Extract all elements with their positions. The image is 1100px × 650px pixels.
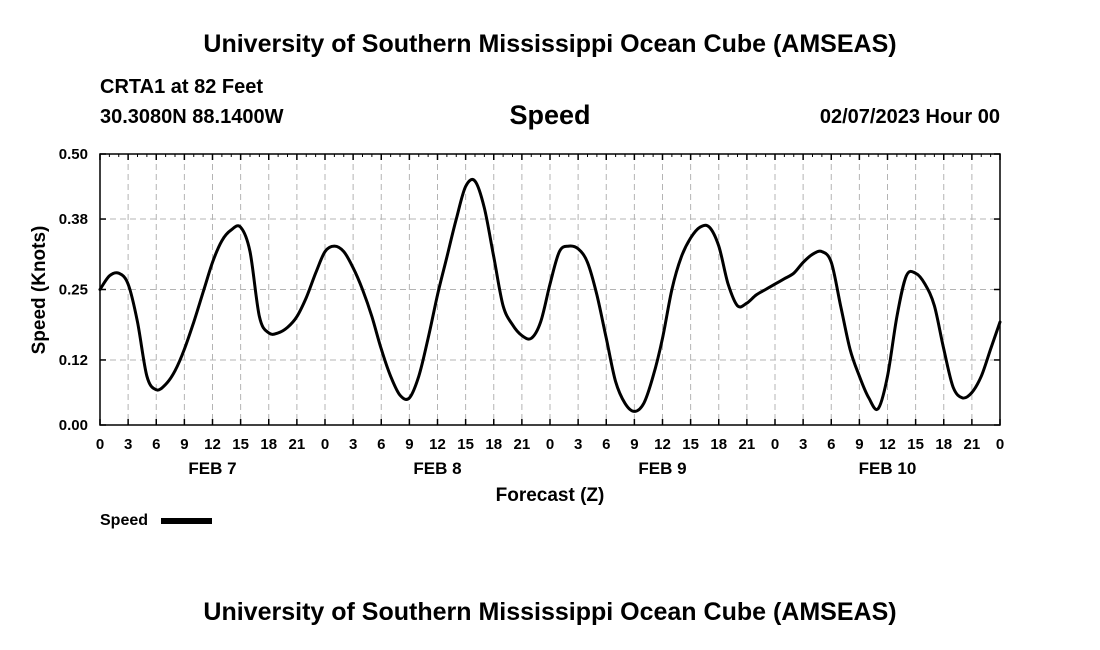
x-tick-label: 3 bbox=[349, 436, 357, 453]
x-tick-label: 0 bbox=[771, 436, 779, 453]
x-tick-label: 15 bbox=[907, 436, 924, 453]
x-tick-label: 6 bbox=[602, 436, 610, 453]
y-tick-label: 0.12 bbox=[59, 352, 88, 369]
x-tick-label: 3 bbox=[799, 436, 807, 453]
x-tick-label: 12 bbox=[204, 436, 221, 453]
x-tick-label: 18 bbox=[710, 436, 727, 453]
y-tick-label: 0.25 bbox=[59, 282, 88, 299]
x-tick-label: 18 bbox=[485, 436, 502, 453]
x-tick-label: 0 bbox=[996, 436, 1004, 453]
x-tick-label: 15 bbox=[232, 436, 249, 453]
x-tick-label: 21 bbox=[739, 436, 756, 453]
footer-title: University of Southern Mississippi Ocean… bbox=[203, 598, 897, 626]
x-tick-label: 15 bbox=[457, 436, 474, 453]
x-tick-label: 21 bbox=[964, 436, 981, 453]
speed-series-line bbox=[98, 178, 1002, 413]
y-tick-label: 0.50 bbox=[59, 146, 88, 163]
x-tick-label: 0 bbox=[546, 436, 554, 453]
x-tick-label: 15 bbox=[682, 436, 699, 453]
x-axis-label: Forecast (Z) bbox=[496, 485, 605, 506]
plot-title: Speed bbox=[509, 100, 591, 130]
x-tick-label: 12 bbox=[654, 436, 671, 453]
legend-label: Speed bbox=[100, 512, 148, 529]
x-tick-label: 21 bbox=[289, 436, 306, 453]
day-label: FEB 8 bbox=[413, 459, 461, 478]
x-tick-label: 6 bbox=[152, 436, 160, 453]
x-tick-label: 21 bbox=[514, 436, 531, 453]
x-tick-label: 3 bbox=[574, 436, 582, 453]
legend: Speed bbox=[100, 512, 212, 529]
day-label: FEB 10 bbox=[859, 459, 917, 478]
x-tick-label: 9 bbox=[630, 436, 638, 453]
x-tick-label: 6 bbox=[377, 436, 385, 453]
y-tick-label: 0.00 bbox=[59, 417, 88, 434]
y-tick-label: 0.38 bbox=[59, 211, 88, 228]
x-tick-label: 0 bbox=[96, 436, 104, 453]
x-tick-label: 3 bbox=[124, 436, 132, 453]
x-tick-label: 9 bbox=[405, 436, 413, 453]
station-coordinates: 30.3080N 88.1400W bbox=[100, 106, 284, 128]
page-title: University of Southern Mississippi Ocean… bbox=[203, 30, 897, 58]
x-tick-label: 9 bbox=[180, 436, 188, 453]
x-tick-label: 12 bbox=[429, 436, 446, 453]
day-label: FEB 7 bbox=[188, 459, 236, 478]
x-tick-label: 18 bbox=[260, 436, 277, 453]
station-label: CRTA1 at 82 Feet bbox=[100, 76, 264, 98]
x-tick-label: 9 bbox=[855, 436, 863, 453]
series-layer bbox=[98, 178, 1002, 413]
day-label: FEB 9 bbox=[638, 459, 686, 478]
x-tick-label: 18 bbox=[935, 436, 952, 453]
x-tick-label: 12 bbox=[879, 436, 896, 453]
axis-ticks: 0 3 6 9 12 15 18 21 0 3 6 9 12 15 18 21 0 3 6 9 12 15 18 21 0 3 6 9… bbox=[59, 146, 1004, 478]
forecast-issued-time: 02/07/2023 Hour 00 bbox=[819, 106, 1000, 128]
x-tick-label: 0 bbox=[321, 436, 329, 453]
y-axis-label: Speed (Knots) bbox=[29, 226, 50, 355]
x-tick-label: 6 bbox=[827, 436, 835, 453]
legend-swatch bbox=[161, 518, 212, 524]
